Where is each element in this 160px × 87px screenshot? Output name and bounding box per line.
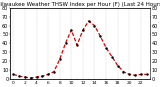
Title: Milwaukee Weather THSW Index per Hour (F) (Last 24 Hours): Milwaukee Weather THSW Index per Hour (F…	[0, 2, 160, 7]
